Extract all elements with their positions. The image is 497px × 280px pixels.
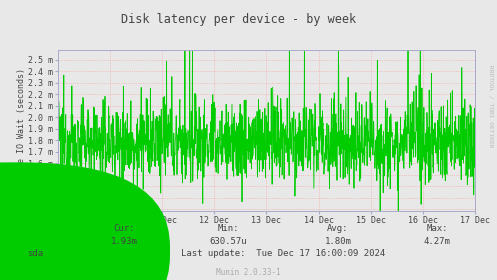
Text: Min:: Min: (218, 224, 240, 233)
Text: 4.27m: 4.27m (424, 237, 451, 246)
Text: Max:: Max: (426, 224, 448, 233)
Text: 1.93m: 1.93m (111, 237, 138, 246)
Y-axis label: Average IO Wait (seconds): Average IO Wait (seconds) (17, 68, 26, 193)
Text: RRDTOOL / TOBI OETIKER: RRDTOOL / TOBI OETIKER (489, 65, 494, 148)
Text: sda: sda (27, 249, 43, 258)
Text: 1.80m: 1.80m (325, 237, 351, 246)
Text: Cur:: Cur: (113, 224, 135, 233)
Text: Munin 2.0.33-1: Munin 2.0.33-1 (216, 268, 281, 277)
Text: Last update:  Tue Dec 17 16:00:09 2024: Last update: Tue Dec 17 16:00:09 2024 (181, 249, 385, 258)
Text: Disk latency per device - by week: Disk latency per device - by week (121, 13, 356, 25)
Text: 630.57u: 630.57u (210, 237, 248, 246)
Text: Avg:: Avg: (327, 224, 349, 233)
